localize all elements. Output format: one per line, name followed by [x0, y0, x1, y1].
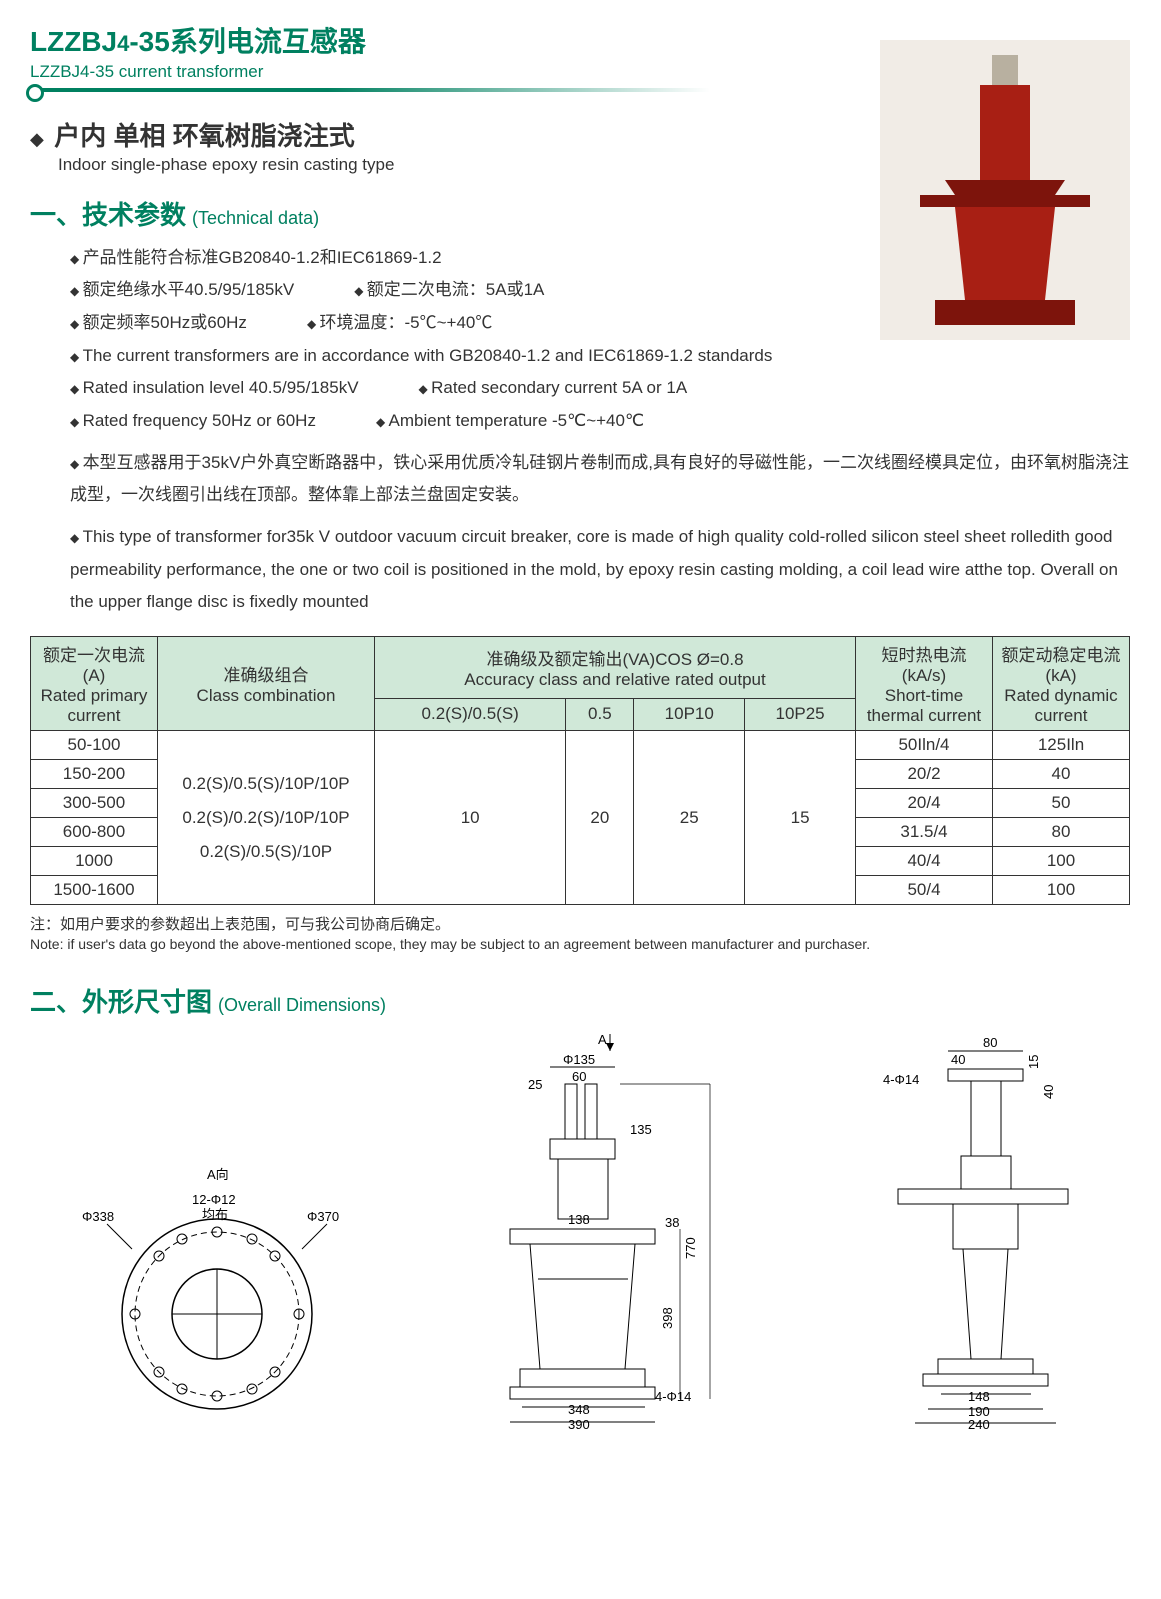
th-thermal: 短时热电流(kA/s) Short-time thermal current — [856, 637, 993, 731]
svg-text:148: 148 — [968, 1389, 990, 1404]
td: 20/4 — [856, 789, 993, 818]
svg-text:38: 38 — [665, 1215, 679, 1230]
bullet: 产品性能符合标准GB20840-1.2和IEC61869-1.2 — [70, 242, 880, 274]
paragraph: 本型互感器用于35kV户外真空断路器中，铁心采用优质冷轧硅钢片卷制而成,具有良好… — [70, 447, 1130, 512]
paragraph: This type of transformer for35k V outdoo… — [70, 521, 1130, 618]
td: 150-200 — [31, 760, 158, 789]
td: 100 — [993, 847, 1130, 876]
td-class-combo: 0.2(S)/0.5(S)/10P/10P 0.2(S)/0.2(S)/10P/… — [158, 731, 375, 905]
td: 31.5/4 — [856, 818, 993, 847]
td: 50-100 — [31, 731, 158, 760]
th-dynamic: 额定动稳定电流(kA) Rated dynamic current — [993, 637, 1130, 731]
td: 600-800 — [31, 818, 158, 847]
svg-text:40: 40 — [1041, 1085, 1056, 1099]
dim-front: A Φ135 60 25 135 138 38 770 398 348 390 … — [450, 1029, 750, 1429]
dim-side: 80 40 15 40 4-Φ14 148 190 240 — [843, 1029, 1083, 1429]
td: 50Iln/4 — [856, 731, 993, 760]
bullet: Ambient temperature -5℃~+40℃ — [376, 405, 644, 437]
td: 1500-1600 — [31, 876, 158, 905]
svg-text:40: 40 — [951, 1052, 965, 1067]
td: 80 — [993, 818, 1130, 847]
td: 50 — [993, 789, 1130, 818]
section2-head: 二、外形尺寸图(Overall Dimensions) — [30, 982, 1130, 1019]
svg-text:80: 80 — [983, 1035, 997, 1050]
svg-text:Φ338: Φ338 — [82, 1209, 114, 1224]
page-title: LZZBJ4-35系列电流互感器 — [30, 20, 880, 60]
section1-head: 一、技术参数(Technical data) — [30, 195, 880, 232]
product-image — [880, 40, 1130, 340]
bullet: Rated secondary current 5A or 1A — [419, 372, 688, 404]
note-cn: 注：如用户要求的参数超出上表范围，可与我公司协商后确定。 — [30, 913, 1130, 934]
td: 125Iln — [993, 731, 1130, 760]
bullet: Rated frequency 50Hz or 60Hz — [70, 405, 316, 437]
svg-text:770: 770 — [683, 1238, 698, 1260]
svg-text:390: 390 — [568, 1417, 590, 1429]
subtype-en: Indoor single-phase epoxy resin casting … — [58, 155, 880, 175]
diamond-bullet: ◆ — [30, 129, 44, 149]
svg-text:A: A — [598, 1032, 607, 1047]
svg-text:138: 138 — [568, 1212, 590, 1227]
td: 15 — [745, 731, 856, 905]
bullet: 额定频率50Hz或60Hz — [70, 307, 247, 339]
dimensions-row: A向 12-Φ12 均布 Φ338 Φ370 A Φ135 60 25 — [30, 1029, 1130, 1429]
th-accuracy: 准确级及额定输出(VA)COS Ø=0.8 Accuracy class and… — [375, 637, 856, 698]
svg-text:25: 25 — [528, 1077, 542, 1092]
svg-text:348: 348 — [568, 1402, 590, 1417]
th-primary: 额定一次电流(A) Rated primary current — [31, 637, 158, 731]
svg-text:12-Φ12: 12-Φ12 — [192, 1192, 236, 1207]
bullet: 额定二次电流：5A或1A — [354, 274, 544, 306]
spec-table: 额定一次电流(A) Rated primary current 准确级组合 Cl… — [30, 636, 1130, 905]
svg-text:398: 398 — [660, 1308, 675, 1330]
dim-view-a: A向 12-Φ12 均布 Φ338 Φ370 — [77, 1149, 357, 1429]
td: 100 — [993, 876, 1130, 905]
bullet: 额定绝缘水平40.5/95/185kV — [70, 274, 294, 306]
page-subtitle-en: LZZBJ4-35 current transformer — [30, 62, 880, 82]
svg-text:Φ135: Φ135 — [563, 1052, 595, 1067]
td: 300-500 — [31, 789, 158, 818]
svg-text:4-Φ14: 4-Φ14 — [655, 1389, 691, 1404]
td: 20/2 — [856, 760, 993, 789]
svg-text:135: 135 — [630, 1122, 652, 1137]
note-en: Note: if user's data go beyond the above… — [30, 936, 1130, 952]
bullet: 环境温度：-5℃~+40℃ — [307, 307, 492, 339]
td: 40 — [993, 760, 1130, 789]
td: 50/4 — [856, 876, 993, 905]
bullet: Rated insulation level 40.5/95/185kV — [70, 372, 359, 404]
th-sub: 10P10 — [634, 698, 745, 731]
svg-text:A向: A向 — [207, 1167, 229, 1182]
svg-text:4-Φ14: 4-Φ14 — [883, 1072, 919, 1087]
th-sub: 0.5 — [566, 698, 634, 731]
th-class: 准确级组合 Class combination — [158, 637, 375, 731]
bullet: The current transformers are in accordan… — [70, 340, 1130, 372]
td: 10 — [375, 731, 566, 905]
svg-text:60: 60 — [572, 1069, 586, 1084]
td: 1000 — [31, 847, 158, 876]
th-sub: 10P25 — [745, 698, 856, 731]
svg-text:Φ370: Φ370 — [307, 1209, 339, 1224]
svg-text:15: 15 — [1026, 1055, 1041, 1069]
td: 40/4 — [856, 847, 993, 876]
th-sub: 0.2(S)/0.5(S) — [375, 698, 566, 731]
td: 20 — [566, 731, 634, 905]
td: 25 — [634, 731, 745, 905]
divider — [30, 88, 880, 92]
subtype-cn: 户内 单相 环氧树脂浇注式 — [54, 116, 354, 153]
